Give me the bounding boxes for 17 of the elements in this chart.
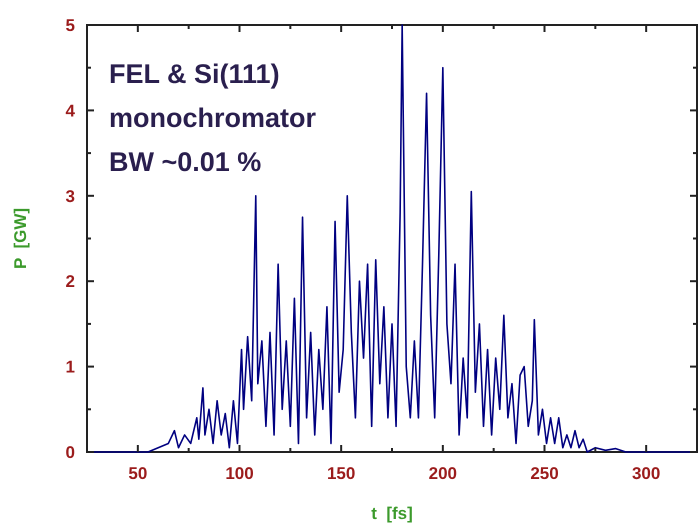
x-tick-label: 150 xyxy=(326,464,356,483)
y-tick-label: 4 xyxy=(66,101,76,120)
x-tick-label: 100 xyxy=(225,464,254,483)
y-tick-label: 3 xyxy=(66,186,75,206)
y-tick-label: 5 xyxy=(66,16,75,35)
x-axis-title: t [fs] xyxy=(371,504,413,523)
annotation: monochromator xyxy=(109,103,316,133)
x-tick-label: 250 xyxy=(530,464,559,483)
x-tick-label: 50 xyxy=(128,464,148,483)
y-tick-label: 2 xyxy=(66,272,75,292)
x-tick-label: 300 xyxy=(632,464,660,483)
annotation: FEL & Si(111) xyxy=(109,59,280,89)
y-tick-label: 1 xyxy=(66,358,75,377)
x-tick-label: 200 xyxy=(428,464,458,483)
annotation: BW ~0.01 % xyxy=(109,147,262,177)
y-axis-title: P [GW] xyxy=(11,208,30,270)
y-tick-label: 0 xyxy=(66,442,75,462)
